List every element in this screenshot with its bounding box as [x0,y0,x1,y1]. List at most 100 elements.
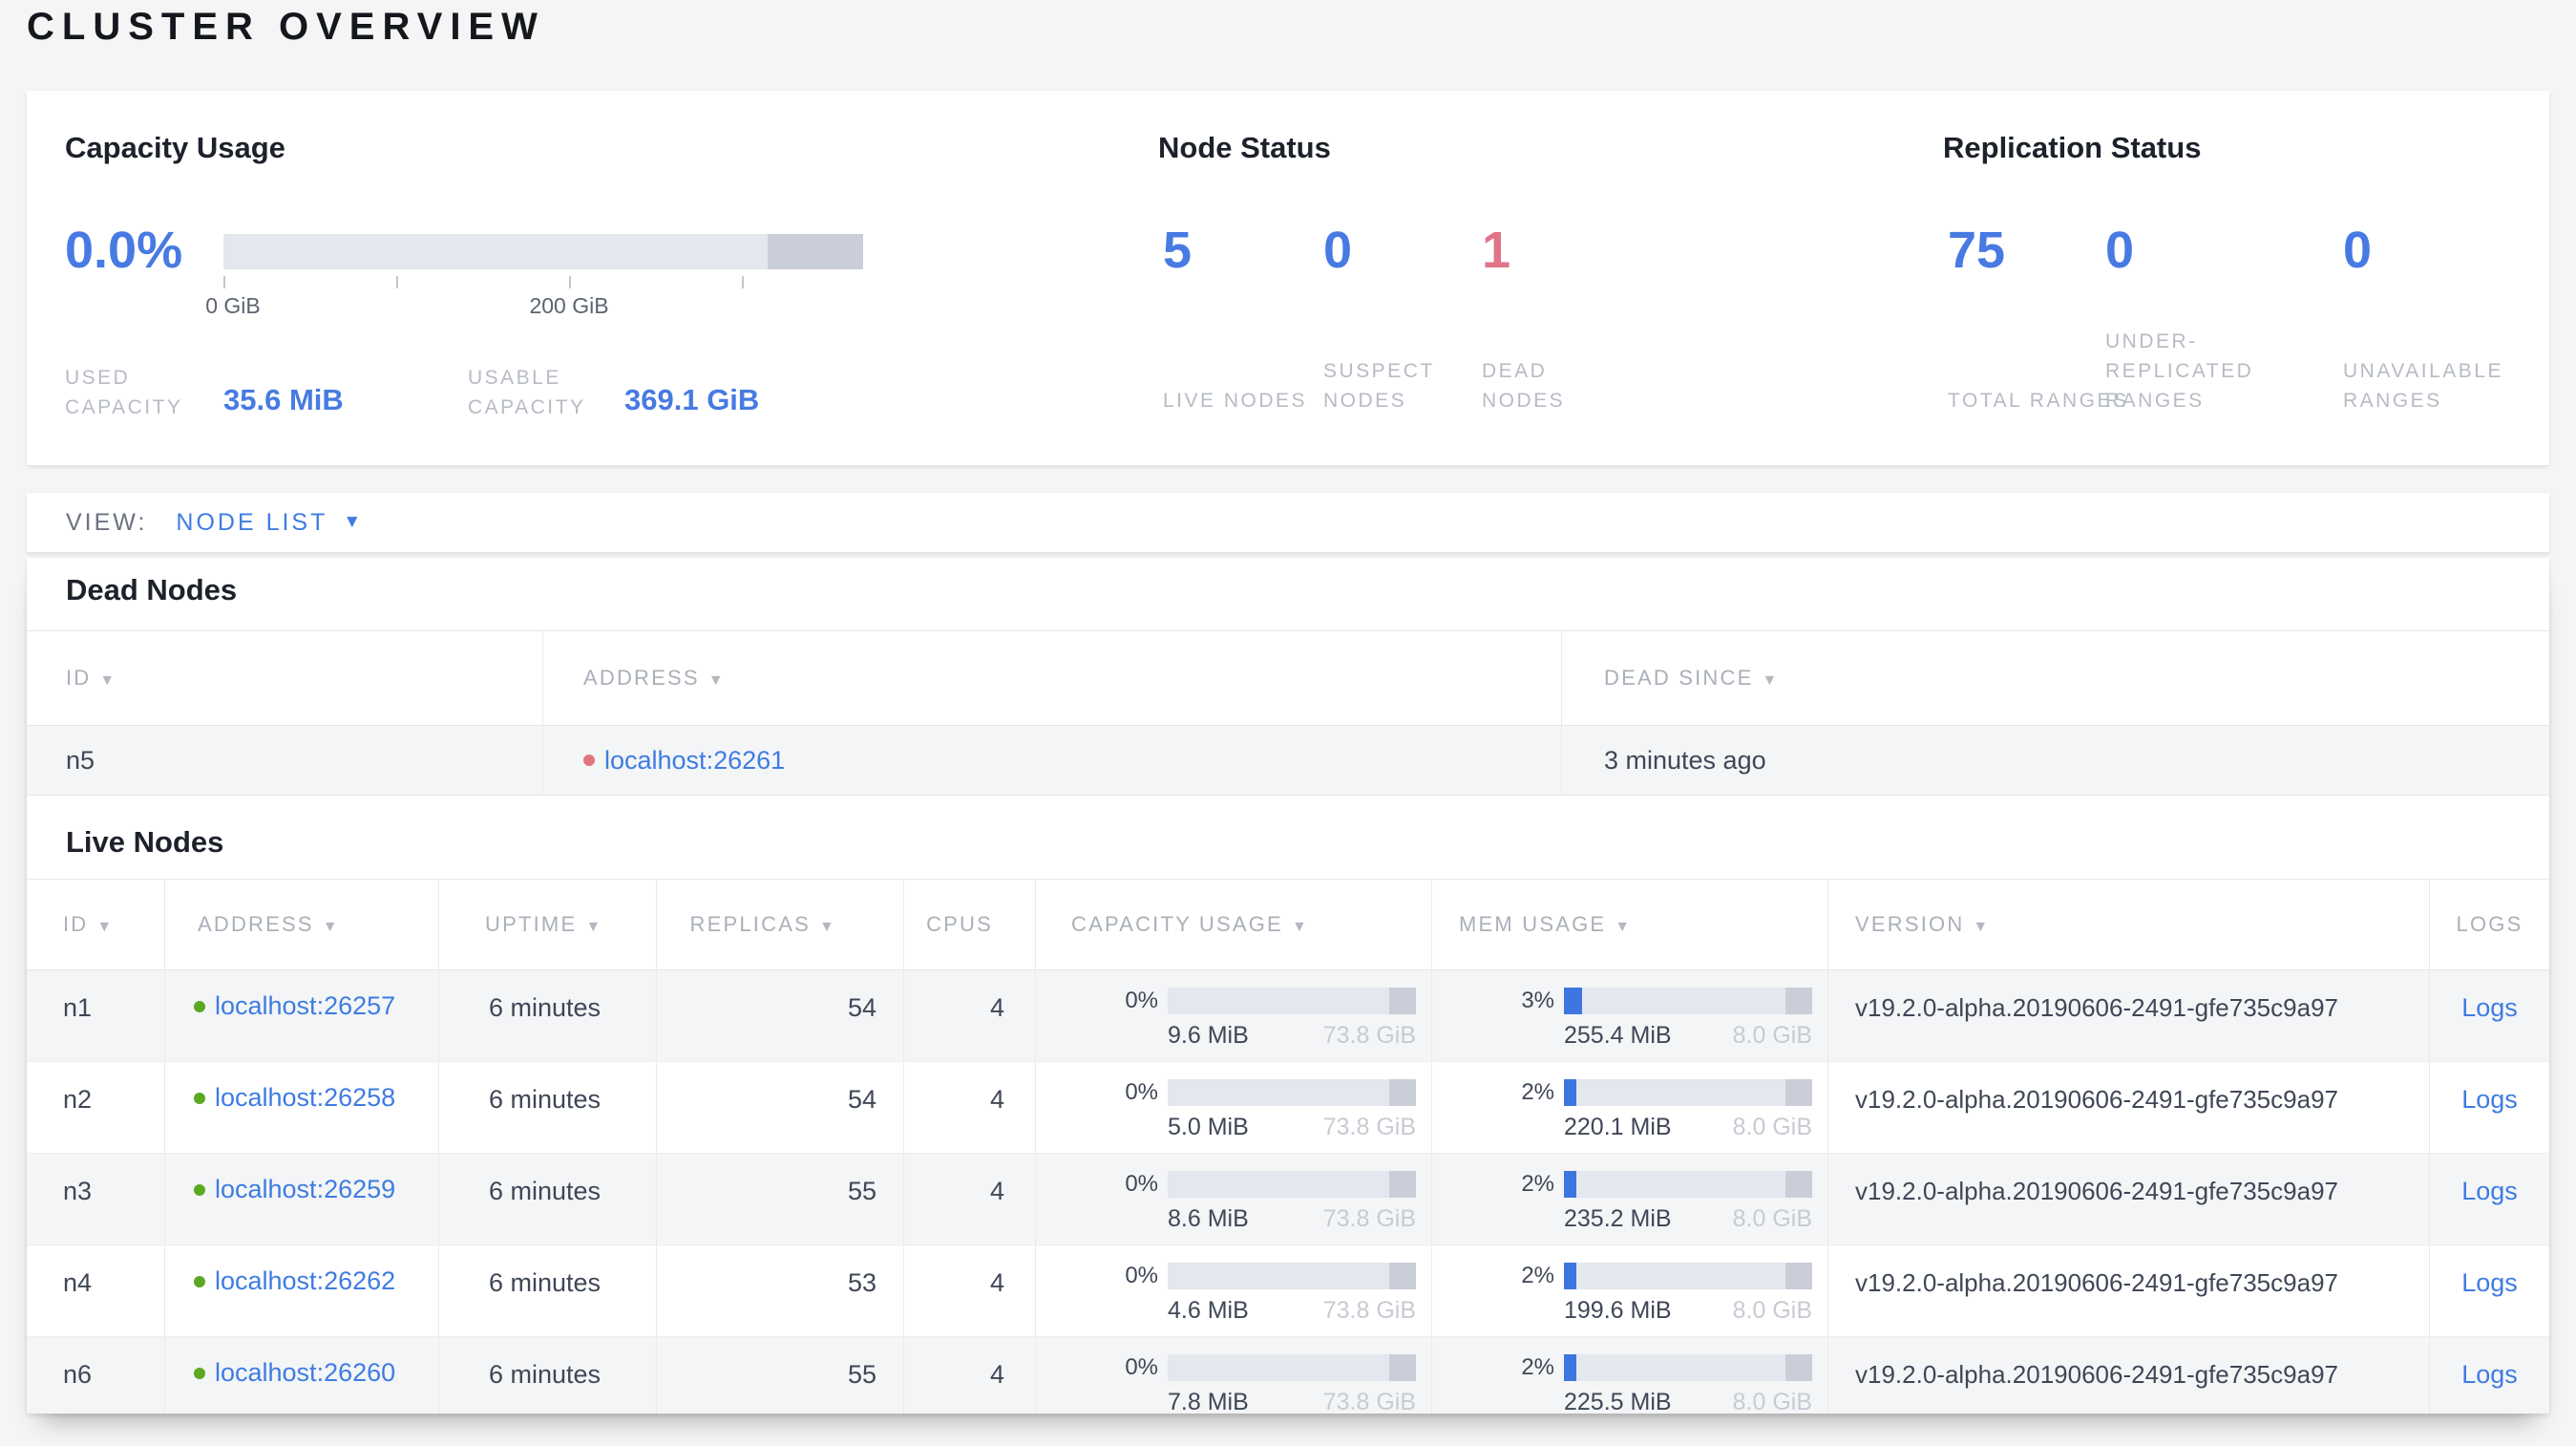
mem-used: 235.2 MiB [1564,1205,1672,1232]
view-mode-dropdown[interactable]: NODE LIST ▼ [176,509,364,537]
logs-link[interactable]: Logs [2461,1360,2518,1389]
mem-used: 225.5 MiB [1564,1389,1672,1414]
capacity-bar-reserved-segment [767,234,863,269]
mem-bar-reserved-segment [1785,1354,1812,1381]
node-id-cell: n1 [27,970,165,1061]
unavailable-ranges-count: 0 [2343,222,2373,279]
mem-used: 220.1 MiB [1564,1114,1672,1140]
node-address-link[interactable]: localhost:26261 [604,745,786,775]
dead-col-dead-since[interactable]: DEAD SINCE [1562,631,2549,725]
dead-table-header: ID ADDRESS DEAD SINCE [27,630,2549,726]
live-col-mem-usage[interactable]: MEM USAGE [1432,880,1828,969]
mem-usage-cell: 3% 255.4 MiB 8.0 GiB [1432,970,1828,1061]
live-col-capacity-usage[interactable]: CAPACITY USAGE [1036,880,1432,969]
node-address-link[interactable]: localhost:26259 [215,1175,396,1203]
dead-nodes-count: 1 [1482,222,1511,279]
mem-total: 8.0 GiB [1732,1022,1812,1049]
usable-capacity-value: 369.1 GiB [624,383,760,416]
node-address-link[interactable]: localhost:26260 [215,1358,396,1387]
under-replicated-ranges-label: UNDER-REPLICATED RANGES [2105,330,2254,412]
live-col-uptime[interactable]: UPTIME [439,880,657,969]
live-col-replicas[interactable]: REPLICAS [657,880,904,969]
replicas-cell: 55 [657,1154,904,1244]
capacity-used: 4.6 MiB [1168,1297,1249,1324]
capacity-bar [1168,1079,1416,1106]
dead-col-address[interactable]: ADDRESS [543,631,1562,725]
version-cell: v19.2.0-alpha.20190606-2491-gfe735c9a97 [1828,1154,2430,1244]
capacity-used: 5.0 MiB [1168,1114,1249,1140]
node-id-cell: n6 [27,1337,165,1414]
cpus-cell: 4 [904,1062,1036,1153]
total-ranges-count: 75 [1948,222,2006,279]
logs-link[interactable]: Logs [2461,1177,2518,1205]
dead-col-id[interactable]: ID [27,631,543,725]
live-col-version[interactable]: VERSION [1828,880,2430,969]
replicas-cell: 55 [657,1337,904,1414]
node-id-cell: n3 [27,1154,165,1244]
replication-status-title: Replication Status [1943,131,2202,164]
sort-descending-icon [88,912,114,937]
live-col-address[interactable]: ADDRESS [165,880,439,969]
mem-bar-reserved-segment [1785,988,1812,1014]
used-capacity-value: 35.6 MiB [223,383,344,416]
mem-percent: 3% [1521,988,1554,1013]
mem-usage-cell: 2% 199.6 MiB 8.0 GiB [1432,1245,1828,1336]
live-node-row: n6 localhost:26260 6 minutes 55 4 0% 7.8… [27,1337,2549,1414]
capacity-bar-reserved-segment [1389,1079,1416,1106]
capacity-percent: 0% [1125,1263,1158,1288]
dead-node-dot-icon [583,755,595,766]
mem-percent: 2% [1521,1079,1554,1105]
mem-total: 8.0 GiB [1732,1114,1812,1140]
replicas-cell: 53 [657,1245,904,1336]
live-col-id[interactable]: ID [27,880,165,969]
uptime-cell: 6 minutes [439,1062,657,1153]
node-address-link[interactable]: localhost:26258 [215,1083,396,1112]
live-col-logs: LOGS [2456,912,2523,936]
mem-total: 8.0 GiB [1732,1205,1812,1232]
sort-descending-icon [1753,666,1779,691]
cpus-cell: 4 [904,1245,1036,1336]
capacity-percent: 0% [1125,988,1158,1013]
live-node-dot-icon [194,1367,205,1379]
live-nodes-table: ID ADDRESS UPTIME REPLICAS CPUS CAPACITY… [27,879,2549,1414]
view-label: VIEW: [66,508,148,536]
uptime-cell: 6 minutes [439,1337,657,1414]
mem-usage-cell: 2% 220.1 MiB 8.0 GiB [1432,1062,1828,1153]
capacity-bar-reserved-segment [1389,1263,1416,1289]
live-nodes-label: LIVE NODES [1163,390,1308,412]
sort-descending-icon [577,912,602,937]
node-address-link[interactable]: localhost:26262 [215,1266,396,1295]
live-node-row: n2 localhost:26258 6 minutes 54 4 0% 5.0… [27,1062,2549,1154]
dead-since-cell: 3 minutes ago [1604,745,1766,775]
logs-link[interactable]: Logs [2461,993,2518,1022]
capacity-used: 9.6 MiB [1168,1022,1249,1049]
uptime-cell: 6 minutes [439,970,657,1061]
logs-link[interactable]: Logs [2461,1268,2518,1297]
capacity-percent: 0% [1125,1354,1158,1380]
mem-bar [1564,1354,1812,1381]
cpus-cell: 4 [904,1337,1036,1414]
axis-tick-label: 200 GiB [529,293,609,318]
logs-cell: Logs [2430,970,2549,1061]
node-id-cell: n4 [27,1245,165,1336]
node-address-link[interactable]: localhost:26257 [215,991,396,1020]
node-address-cell: localhost:26259 [165,1154,439,1244]
axis-tick [569,276,571,288]
cluster-summary-card: Capacity Usage 0.0% 0 GiB 200 GiB USED C… [27,91,2549,465]
logs-link[interactable]: Logs [2461,1085,2518,1114]
mem-bar [1564,988,1812,1014]
capacity-bar-reserved-segment [1389,1354,1416,1381]
version-cell: v19.2.0-alpha.20190606-2491-gfe735c9a97 [1828,1062,2430,1153]
mem-bar [1564,1171,1812,1198]
suspect-nodes-count: 0 [1323,222,1353,279]
sort-descending-icon [1606,912,1632,937]
version-cell: v19.2.0-alpha.20190606-2491-gfe735c9a97 [1828,1337,2430,1414]
capacity-bar [1168,1354,1416,1381]
axis-tick [742,276,744,288]
mem-bar [1564,1079,1812,1106]
capacity-usage-cell: 0% 7.8 MiB 73.8 GiB [1036,1337,1432,1414]
live-node-dot-icon [194,1000,205,1012]
node-address-cell: localhost:26257 [165,970,439,1061]
mem-bar-fill [1564,1079,1576,1106]
capacity-bar [1168,1171,1416,1198]
